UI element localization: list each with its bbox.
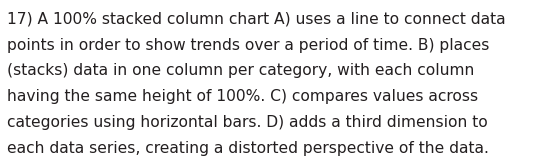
Text: each data series, creating a distorted perspective of the data.: each data series, creating a distorted p… — [7, 141, 489, 156]
Text: points in order to show trends over a period of time. B) places: points in order to show trends over a pe… — [7, 38, 489, 53]
Text: 17) A 100% stacked column chart A) uses a line to connect data: 17) A 100% stacked column chart A) uses … — [7, 12, 506, 27]
Text: (stacks) data in one column per category, with each column: (stacks) data in one column per category… — [7, 63, 475, 78]
Text: categories using horizontal bars. D) adds a third dimension to: categories using horizontal bars. D) add… — [7, 115, 488, 130]
Text: having the same height of 100%. C) compares values across: having the same height of 100%. C) compa… — [7, 89, 478, 104]
